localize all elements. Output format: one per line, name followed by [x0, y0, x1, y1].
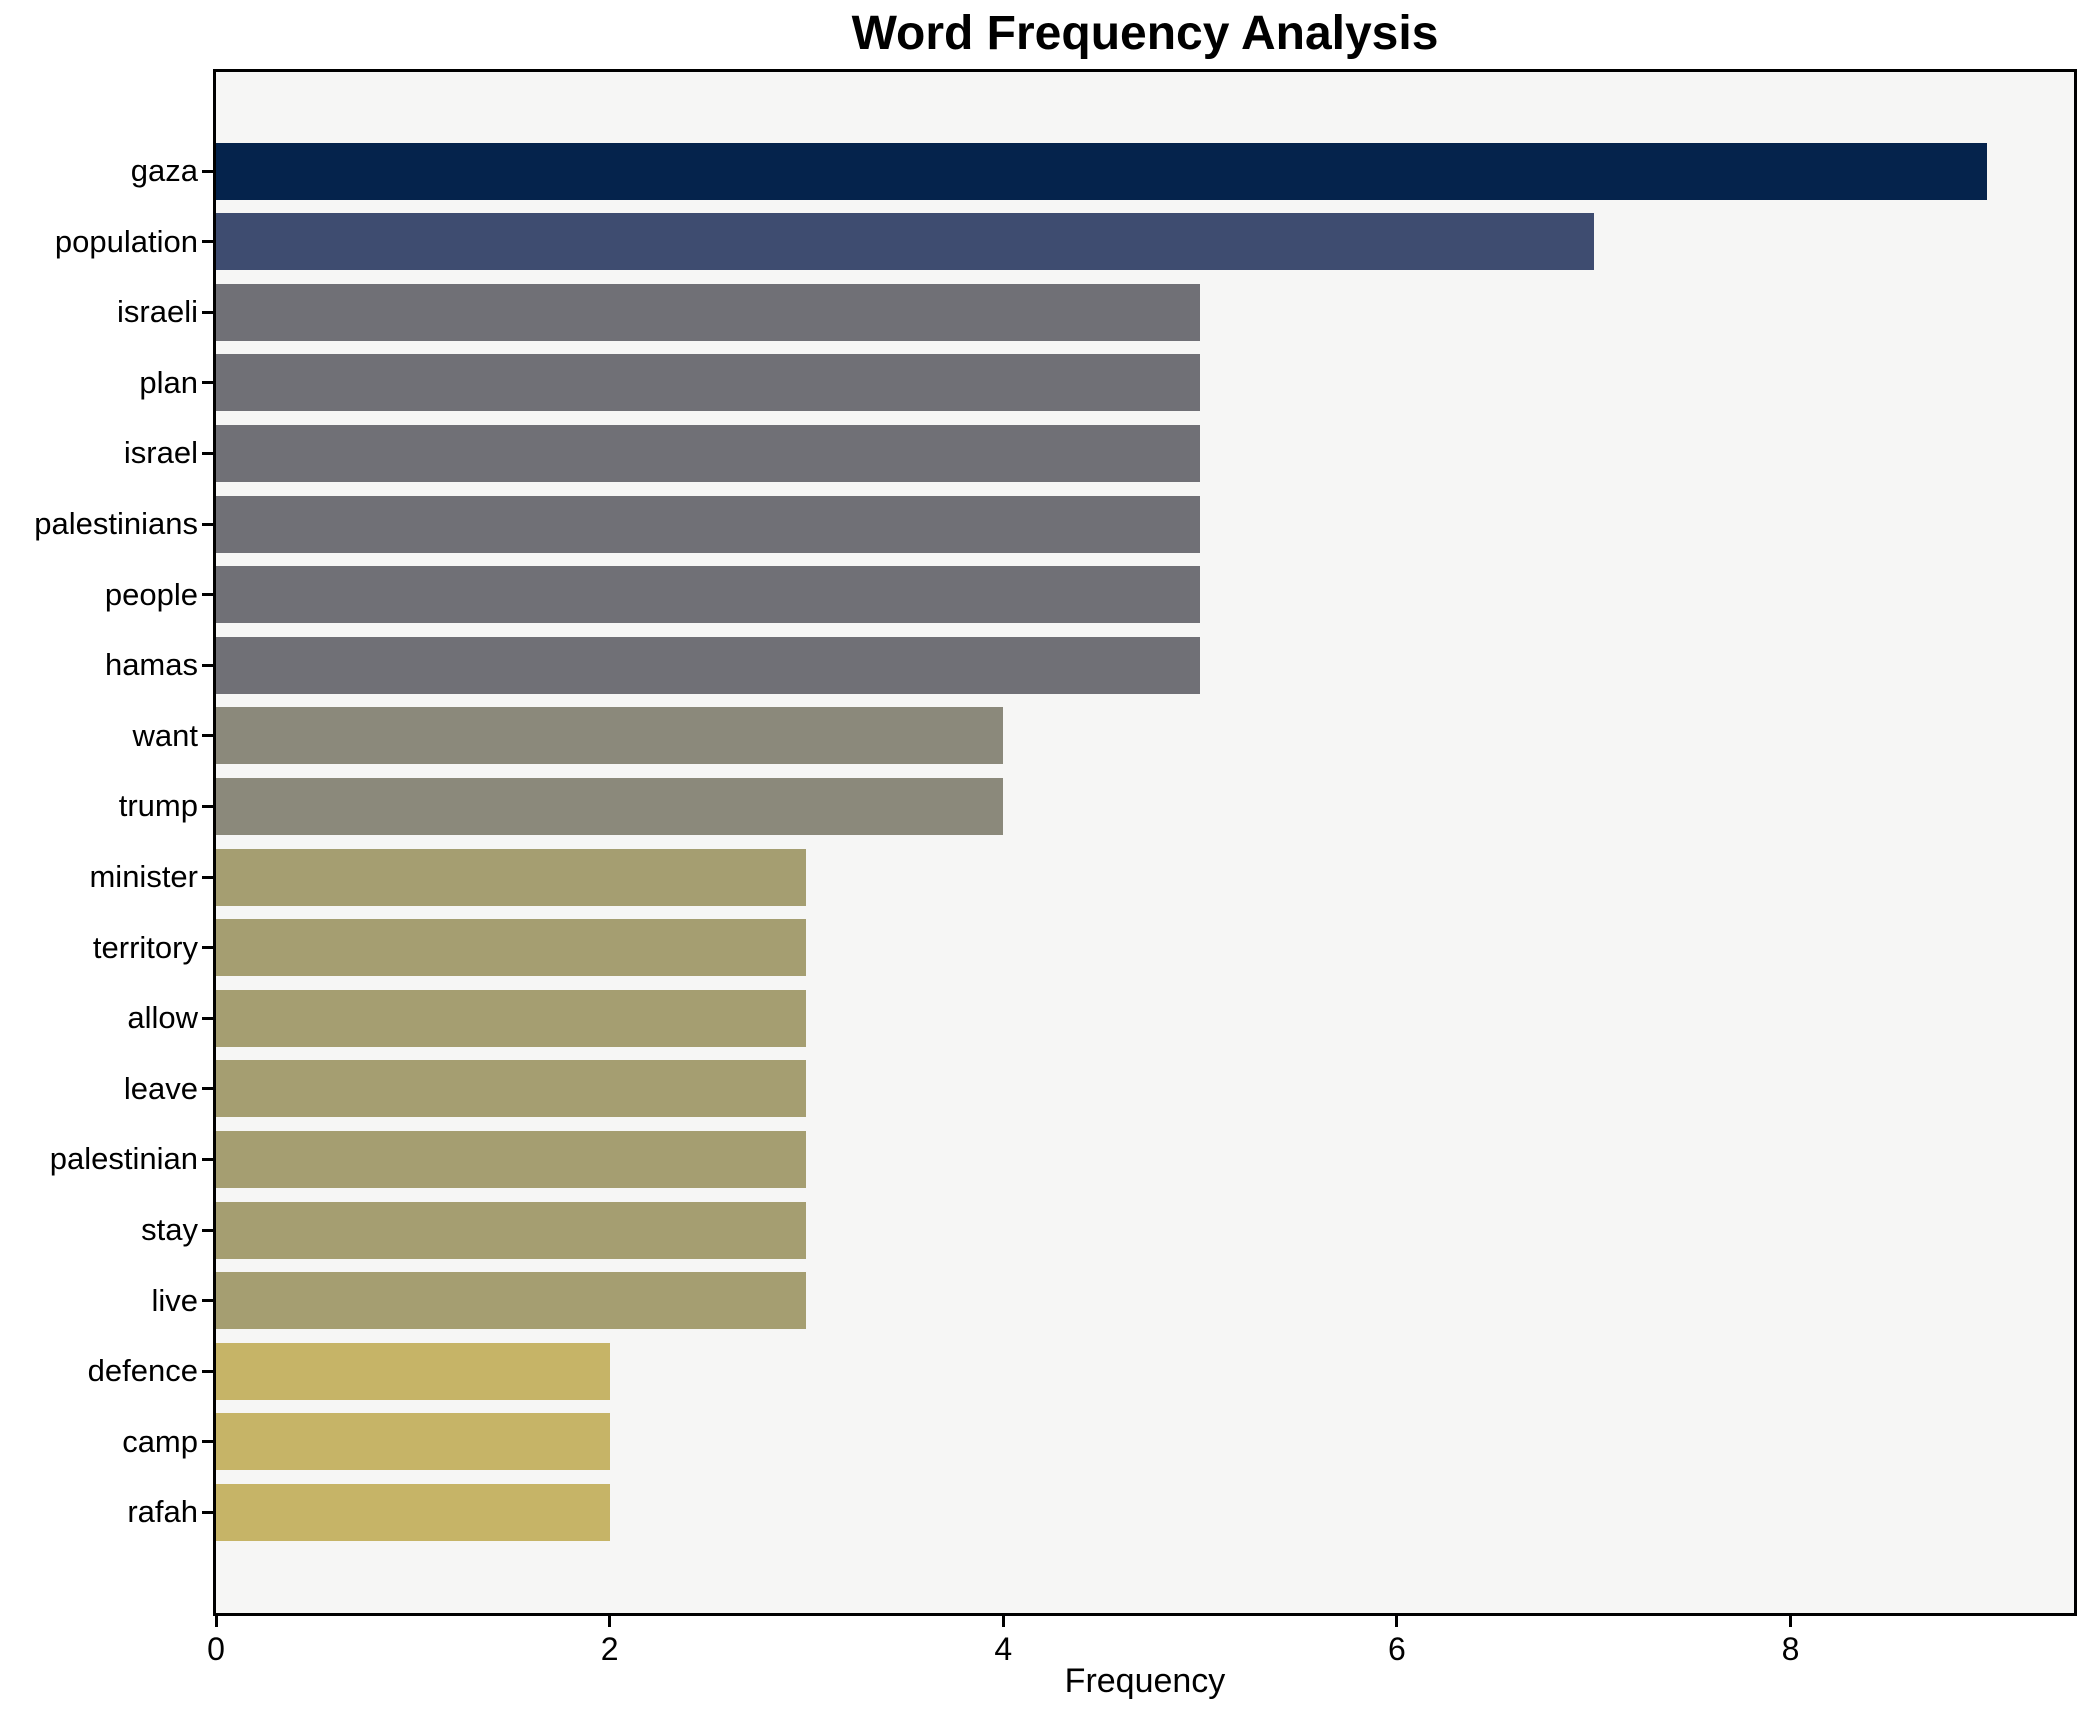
bar-territory — [216, 919, 807, 977]
bar-plan — [216, 354, 1201, 412]
x-tick-label-4: 4 — [994, 1631, 1013, 1667]
y-tick-mark — [202, 169, 213, 173]
y-tick-label-people: people — [104, 576, 198, 612]
y-tick-mark — [202, 1228, 213, 1232]
bar-people — [216, 566, 1201, 624]
y-tick-mark — [202, 804, 213, 808]
bar-gaza — [216, 142, 1988, 200]
bar-israeli — [216, 283, 1201, 341]
y-tick-mark — [202, 1299, 213, 1303]
bar-trump — [216, 777, 1004, 835]
bar-leave — [216, 1060, 807, 1118]
y-tick-label-stay: stay — [141, 1212, 198, 1247]
y-tick-mark — [202, 1157, 213, 1161]
y-tick-mark — [202, 240, 213, 244]
y-tick-mark — [202, 1369, 213, 1373]
y-tick-label-israel: israel — [123, 435, 198, 471]
bar-minister — [216, 848, 807, 906]
y-tick-label-minister: minister — [89, 859, 198, 894]
x-tick-mark — [1789, 1616, 1793, 1627]
y-tick-label-defence: defence — [87, 1353, 198, 1389]
bar-hamas — [216, 636, 1201, 694]
x-tick-label-6: 6 — [1388, 1631, 1406, 1667]
bar-defence — [216, 1342, 610, 1400]
y-tick-mark — [202, 1087, 213, 1091]
y-tick-label-gaza: gaza — [130, 153, 198, 188]
y-tick-label-israeli: israeli — [117, 294, 198, 330]
bar-want — [216, 707, 1004, 765]
y-tick-label-rafah: rafah — [127, 1494, 198, 1530]
y-tick-mark — [202, 451, 213, 455]
x-tick-label-8: 8 — [1781, 1631, 1800, 1667]
bar-israel — [216, 424, 1201, 482]
bar-population — [216, 213, 1594, 271]
y-tick-label-want: want — [132, 717, 198, 753]
y-tick-mark — [202, 593, 213, 597]
y-tick-label-plan: plan — [139, 364, 198, 400]
y-tick-mark — [202, 946, 213, 950]
y-tick-label-population: population — [54, 223, 198, 259]
x-tick-label-2: 2 — [600, 1631, 619, 1667]
y-tick-label-palestinians: palestinians — [34, 506, 198, 541]
bar-allow — [216, 989, 807, 1047]
x-tick-mark — [608, 1616, 612, 1627]
x-tick-label-0: 0 — [207, 1631, 225, 1667]
y-tick-label-trump: trump — [118, 788, 198, 824]
y-tick-label-palestinian: palestinian — [49, 1141, 198, 1177]
chart-title: Word Frequency Analysis — [851, 7, 1439, 60]
y-tick-mark — [202, 1016, 213, 1020]
y-tick-label-leave: leave — [123, 1070, 198, 1106]
y-tick-label-camp: camp — [122, 1423, 198, 1459]
y-tick-mark — [202, 663, 213, 667]
bar-palestinian — [216, 1130, 807, 1188]
bar-live — [216, 1272, 807, 1330]
bar-camp — [216, 1413, 610, 1471]
y-tick-mark — [202, 875, 213, 879]
y-tick-mark — [202, 734, 213, 738]
y-tick-label-hamas: hamas — [104, 647, 198, 683]
bar-rafah — [216, 1483, 610, 1541]
y-tick-mark — [202, 310, 213, 314]
x-tick-mark — [1395, 1616, 1399, 1627]
bar-stay — [216, 1201, 807, 1259]
x-tick-mark — [1001, 1616, 1005, 1627]
bar-palestinians — [216, 495, 1201, 553]
y-tick-mark — [202, 522, 213, 526]
plot-area — [213, 69, 2077, 1616]
x-axis-label: Frequency — [1064, 1662, 1226, 1700]
x-tick-mark — [214, 1616, 218, 1627]
y-tick-mark — [202, 381, 213, 385]
y-tick-mark — [202, 1440, 213, 1444]
y-tick-label-live: live — [151, 1282, 198, 1318]
y-tick-label-allow: allow — [127, 1000, 198, 1036]
y-tick-mark — [202, 1510, 213, 1514]
y-tick-label-territory: territory — [92, 929, 198, 965]
